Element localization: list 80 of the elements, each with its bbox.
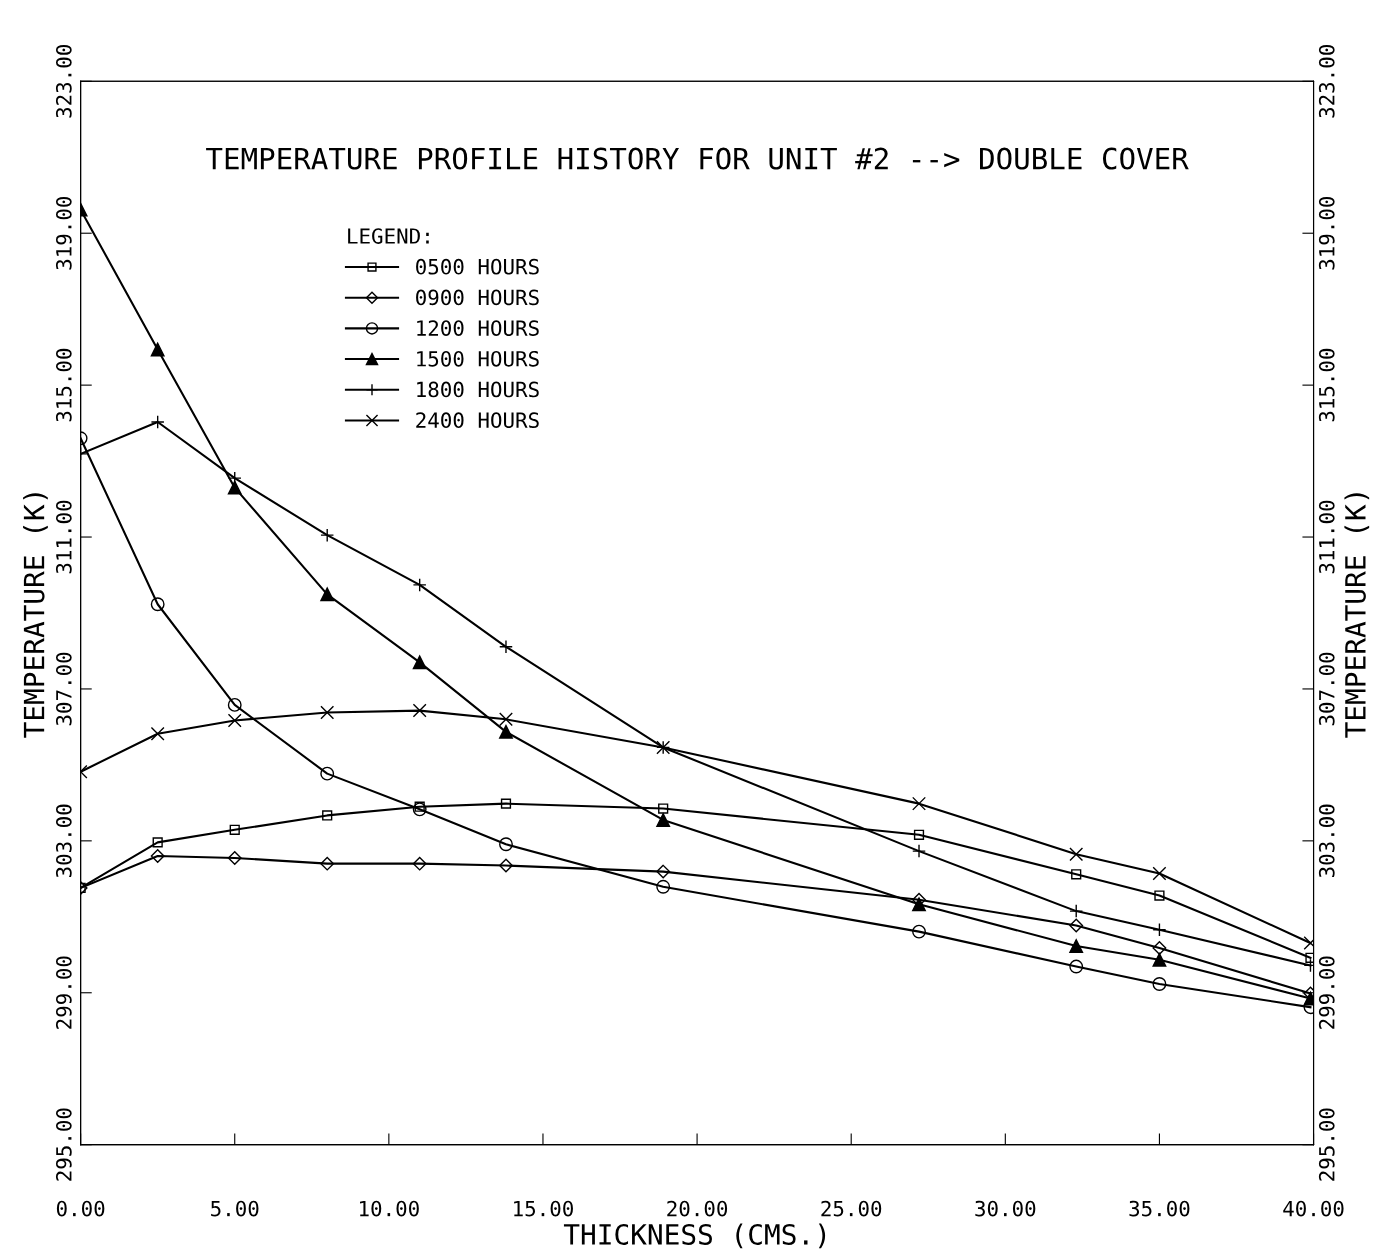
y2-tick-label: 323.00	[1318, 45, 1335, 118]
y-axis-title: TEMPERATURE (K)	[23, 493, 48, 738]
y2-axis-title: TEMPERATURE (K)	[1344, 493, 1370, 738]
point	[1069, 847, 1084, 862]
point	[227, 697, 242, 712]
y-tick-label: 323.00	[55, 45, 72, 118]
y2-tick-label: 315.00	[1318, 348, 1335, 422]
point	[150, 597, 165, 612]
point	[150, 342, 165, 357]
point	[1152, 977, 1167, 991]
y-tick-label: 307.00	[55, 652, 72, 726]
point	[658, 803, 669, 814]
point	[656, 864, 671, 879]
x-tick-label: 15.00	[514, 1200, 573, 1217]
point	[1154, 890, 1165, 901]
point	[1071, 869, 1082, 880]
point	[499, 858, 513, 873]
point	[1152, 866, 1167, 881]
point	[500, 798, 512, 809]
point	[227, 850, 242, 865]
point	[320, 856, 335, 871]
point	[412, 703, 427, 718]
point	[229, 824, 240, 835]
x-axis-title: THICKNESS (CMS.)	[563, 1223, 826, 1249]
point	[150, 849, 165, 863]
legend-label: 1200 HOURS	[417, 320, 539, 336]
point	[499, 712, 513, 727]
x-tick-label: 35.00	[1129, 1200, 1190, 1217]
point	[656, 813, 671, 827]
point	[913, 829, 925, 840]
x-tick-label: 25.00	[821, 1200, 882, 1217]
y2-tick-label: 307.00	[1318, 652, 1335, 726]
x-tick-label: 5.00	[211, 1200, 259, 1217]
y-tick-label: 295.00	[55, 1108, 72, 1181]
x-tick-label: 20.00	[667, 1200, 728, 1217]
legend-title: LEGEND:	[348, 228, 429, 244]
point	[656, 879, 671, 894]
y-tick-label: 315.00	[55, 348, 72, 422]
legend-label: 1800 HOURS	[417, 381, 539, 398]
legend-label: 2400 HOURS	[416, 412, 539, 429]
point	[414, 801, 425, 812]
x-tick-label: 30.00	[975, 1200, 1036, 1217]
point	[152, 837, 163, 848]
point	[412, 802, 427, 817]
y2-tick-label: 295.00	[1318, 1108, 1335, 1181]
point	[912, 897, 926, 912]
point	[227, 713, 242, 728]
y2-tick-label: 299.00	[1318, 956, 1335, 1029]
point	[412, 856, 427, 871]
point	[1305, 952, 1314, 963]
legend-label: 0900 HOURS	[416, 289, 539, 306]
legend-label: 1500 HOURS	[417, 350, 539, 367]
point	[320, 705, 335, 720]
point	[412, 655, 427, 670]
point	[1069, 918, 1084, 933]
point	[227, 480, 242, 495]
point	[1152, 941, 1167, 955]
point	[150, 726, 165, 741]
point	[320, 587, 335, 602]
y-tick-label: 303.00	[55, 804, 72, 878]
point	[322, 810, 333, 821]
y-tick-label: 311.00	[55, 500, 72, 574]
point	[912, 924, 926, 939]
point	[912, 796, 926, 811]
point	[1069, 939, 1084, 953]
y-tick-label: 299.00	[55, 956, 72, 1029]
y2-tick-label: 319.00	[1318, 196, 1335, 270]
point	[1152, 952, 1167, 967]
y-tick-label: 319.00	[55, 196, 72, 270]
y2-tick-label: 303.00	[1318, 804, 1335, 878]
point	[499, 724, 513, 739]
x-tick-label: 0.00	[56, 1200, 105, 1217]
x-tick-label: 10.00	[360, 1200, 419, 1217]
text: TEMPERATURE PROFILE HISTORY FOR UNIT #2 --> DOUBLE COVER	[206, 147, 1189, 170]
point	[1069, 959, 1084, 974]
legend-label: 0500 HOURS	[416, 258, 539, 275]
x-tick-label: 40.00	[1283, 1200, 1344, 1217]
point	[320, 766, 335, 781]
point	[499, 837, 513, 852]
y2-tick-label: 311.00	[1318, 500, 1335, 574]
